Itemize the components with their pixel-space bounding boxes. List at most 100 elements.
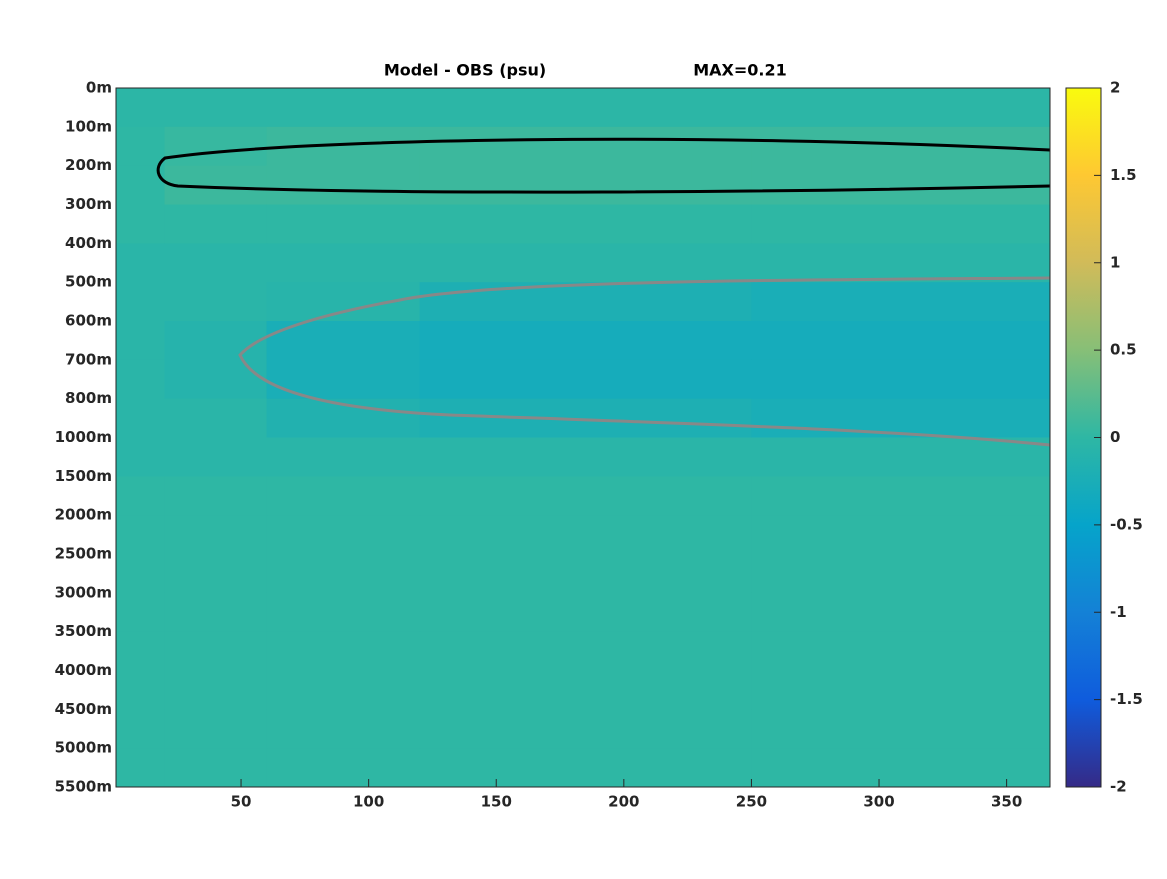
heatmap-cell <box>116 204 165 244</box>
y-tick-label: 5000m <box>55 739 112 757</box>
plot-frame <box>115 87 1051 788</box>
colorbar-tick-label: 1 <box>1110 253 1120 271</box>
heatmap-cell <box>164 88 268 128</box>
colorbar-tick-label: -2 <box>1110 778 1127 796</box>
heatmap-cell <box>164 515 268 555</box>
heatmap-cell <box>419 631 752 671</box>
y-tick-label: 100m <box>65 117 112 135</box>
heatmap-cell <box>266 748 421 788</box>
y-tick-label: 400m <box>65 234 112 252</box>
heatmap-cell <box>116 282 165 322</box>
heatmap-cell <box>751 592 1051 633</box>
x-tick-label: 200 <box>608 793 639 811</box>
heatmap-cell <box>116 476 165 516</box>
heatmap-cell <box>751 631 1051 671</box>
x-tick-label: 350 <box>991 793 1022 811</box>
heatmap-cell <box>266 165 421 205</box>
y-tick-label: 1000m <box>55 428 112 446</box>
heatmap-cell <box>266 359 421 400</box>
y-tick-label: 500m <box>65 273 112 291</box>
y-tick-label: 4000m <box>55 661 112 679</box>
colorbar-tick-label: -0.5 <box>1110 515 1143 533</box>
heatmap-cell <box>751 204 1051 244</box>
heatmap-cell <box>164 282 268 322</box>
heatmap-cell <box>266 437 421 477</box>
colorbar-tick-label: 1.5 <box>1110 166 1137 184</box>
y-tick-label: 3000m <box>55 583 112 601</box>
contour-line <box>156 137 1051 194</box>
heatmap-cell <box>164 554 268 594</box>
heatmap-cell <box>164 631 268 671</box>
heatmap-cell <box>751 282 1051 322</box>
heatmap-cell <box>116 437 165 477</box>
heatmap-cell <box>164 321 268 361</box>
y-tick-label: 2500m <box>55 545 112 563</box>
heatmap-cell <box>266 631 421 671</box>
heatmap-cell <box>751 359 1051 400</box>
colorbar-tick-label: 2 <box>1110 79 1120 97</box>
heatmap-cell <box>419 126 752 167</box>
y-tick-label: 2000m <box>55 506 112 524</box>
contour-line <box>238 276 1051 447</box>
heatmap-cell <box>751 515 1051 555</box>
heatmap-cell <box>419 476 752 516</box>
heatmap-cell <box>116 631 165 671</box>
heatmap-cell <box>266 88 421 128</box>
heatmap-cell <box>266 204 421 244</box>
heatmap-cell <box>419 359 752 400</box>
heatmap-cell <box>419 165 752 205</box>
heatmap-cell <box>751 243 1051 283</box>
heatmap-cell <box>266 592 421 633</box>
heatmap-cell <box>751 476 1051 516</box>
y-tick-label: 0m <box>86 79 112 97</box>
heatmap-cell <box>164 709 268 749</box>
chart-title: Model - OBS (psu) <box>384 61 546 80</box>
heatmap-cell <box>116 515 165 555</box>
heatmap-cell <box>419 437 752 477</box>
y-tick-label: 4500m <box>55 700 112 718</box>
heatmap-cell <box>751 321 1051 361</box>
heatmap-cell <box>419 243 752 283</box>
heatmap-cell <box>419 670 752 710</box>
x-tick-label: 100 <box>353 793 384 811</box>
heatmap-cell <box>266 243 421 283</box>
heatmap-cell <box>751 670 1051 710</box>
heatmap-cell <box>419 282 752 322</box>
y-tick-label: 3500m <box>55 622 112 640</box>
heatmap-cell <box>751 437 1051 477</box>
heatmap-cell <box>419 515 752 555</box>
heatmap-cell <box>419 88 752 128</box>
heatmap-cell <box>751 88 1051 128</box>
heatmap-cell <box>164 126 268 167</box>
colorbar-tick-label: -1.5 <box>1110 690 1143 708</box>
heatmap-cell <box>164 592 268 633</box>
heatmap-cell <box>116 554 165 594</box>
y-tick-label: 600m <box>65 312 112 330</box>
x-tick-label: 50 <box>231 793 252 811</box>
heatmap-cell <box>266 709 421 749</box>
colorbar-tick-label: -1 <box>1110 603 1127 621</box>
heatmap-cell <box>164 204 268 244</box>
y-tick-label: 200m <box>65 156 112 174</box>
heatmap-cell <box>419 398 752 438</box>
heatmap-cell <box>116 709 165 749</box>
y-tick-label: 700m <box>65 350 112 368</box>
heatmap-cell <box>164 398 268 438</box>
heatmap-cell <box>164 670 268 710</box>
heatmap-cell <box>164 437 268 477</box>
y-tick-label: 800m <box>65 389 112 407</box>
heatmap-cell <box>419 554 752 594</box>
x-tick-label: 250 <box>736 793 767 811</box>
heatmap-cell <box>164 359 268 400</box>
x-tick-label: 150 <box>481 793 512 811</box>
heatmap-cell <box>164 243 268 283</box>
heatmap-cell <box>751 165 1051 205</box>
heatmap-cell <box>419 204 752 244</box>
heatmap-cell <box>116 243 165 283</box>
heatmap-cell <box>164 748 268 788</box>
heatmap-cell <box>116 126 165 167</box>
heatmap-cell <box>116 592 165 633</box>
heatmap-cell <box>116 359 165 400</box>
y-tick-label: 1500m <box>55 467 112 485</box>
